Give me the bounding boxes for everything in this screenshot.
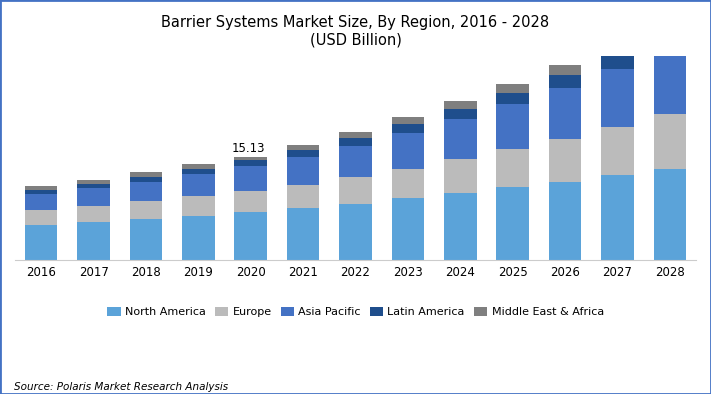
Bar <box>496 149 529 187</box>
Bar <box>182 196 215 216</box>
Bar <box>182 164 215 169</box>
Bar <box>129 219 162 260</box>
Bar <box>653 33 686 49</box>
Bar <box>392 198 424 260</box>
Text: Source: Polaris Market Research Analysis: Source: Polaris Market Research Analysis <box>14 382 228 392</box>
Bar <box>287 208 319 260</box>
Bar <box>392 124 424 133</box>
Bar <box>444 119 476 159</box>
Bar <box>602 69 634 127</box>
Bar <box>182 169 215 174</box>
Bar <box>25 190 58 193</box>
Bar <box>444 109 476 119</box>
Bar <box>77 184 109 188</box>
Text: 15.13: 15.13 <box>231 142 265 155</box>
Bar <box>602 43 634 55</box>
Bar <box>182 174 215 196</box>
Bar <box>77 188 109 206</box>
Bar <box>392 117 424 124</box>
Bar <box>496 187 529 260</box>
Bar <box>235 212 267 260</box>
Bar <box>653 114 686 169</box>
Bar <box>602 127 634 175</box>
Bar <box>602 175 634 260</box>
Bar <box>392 169 424 198</box>
Bar <box>549 139 582 182</box>
Bar <box>496 104 529 149</box>
Bar <box>549 75 582 88</box>
Bar <box>129 173 162 177</box>
Bar <box>444 193 476 260</box>
Bar <box>339 177 372 204</box>
Bar <box>339 204 372 260</box>
Bar <box>25 210 58 225</box>
Bar <box>653 49 686 114</box>
Bar <box>182 216 215 260</box>
Bar <box>392 133 424 169</box>
Legend: North America, Europe, Asia Pacific, Latin America, Middle East & Africa: North America, Europe, Asia Pacific, Lat… <box>103 303 608 322</box>
Bar <box>129 201 162 219</box>
Bar <box>339 132 372 138</box>
Bar <box>496 93 529 104</box>
Bar <box>549 65 582 75</box>
Title: Barrier Systems Market Size, By Region, 2016 - 2028
(USD Billion): Barrier Systems Market Size, By Region, … <box>161 15 550 47</box>
Bar <box>77 222 109 260</box>
Bar <box>235 166 267 191</box>
Bar <box>287 151 319 157</box>
Bar <box>25 225 58 260</box>
Bar <box>444 159 476 193</box>
Bar <box>235 157 267 160</box>
Bar <box>444 101 476 109</box>
Bar <box>129 182 162 201</box>
Bar <box>25 193 58 210</box>
Bar <box>287 185 319 208</box>
Bar <box>235 160 267 166</box>
Bar <box>77 180 109 184</box>
Bar <box>653 20 686 33</box>
Bar <box>653 169 686 260</box>
Bar <box>25 186 58 190</box>
Bar <box>496 84 529 93</box>
Bar <box>339 146 372 177</box>
Bar <box>602 55 634 69</box>
Bar <box>129 177 162 182</box>
Bar <box>287 157 319 185</box>
Bar <box>339 138 372 146</box>
Bar <box>549 88 582 139</box>
Bar <box>549 182 582 260</box>
Bar <box>235 191 267 212</box>
Bar <box>287 145 319 151</box>
Bar <box>77 206 109 222</box>
